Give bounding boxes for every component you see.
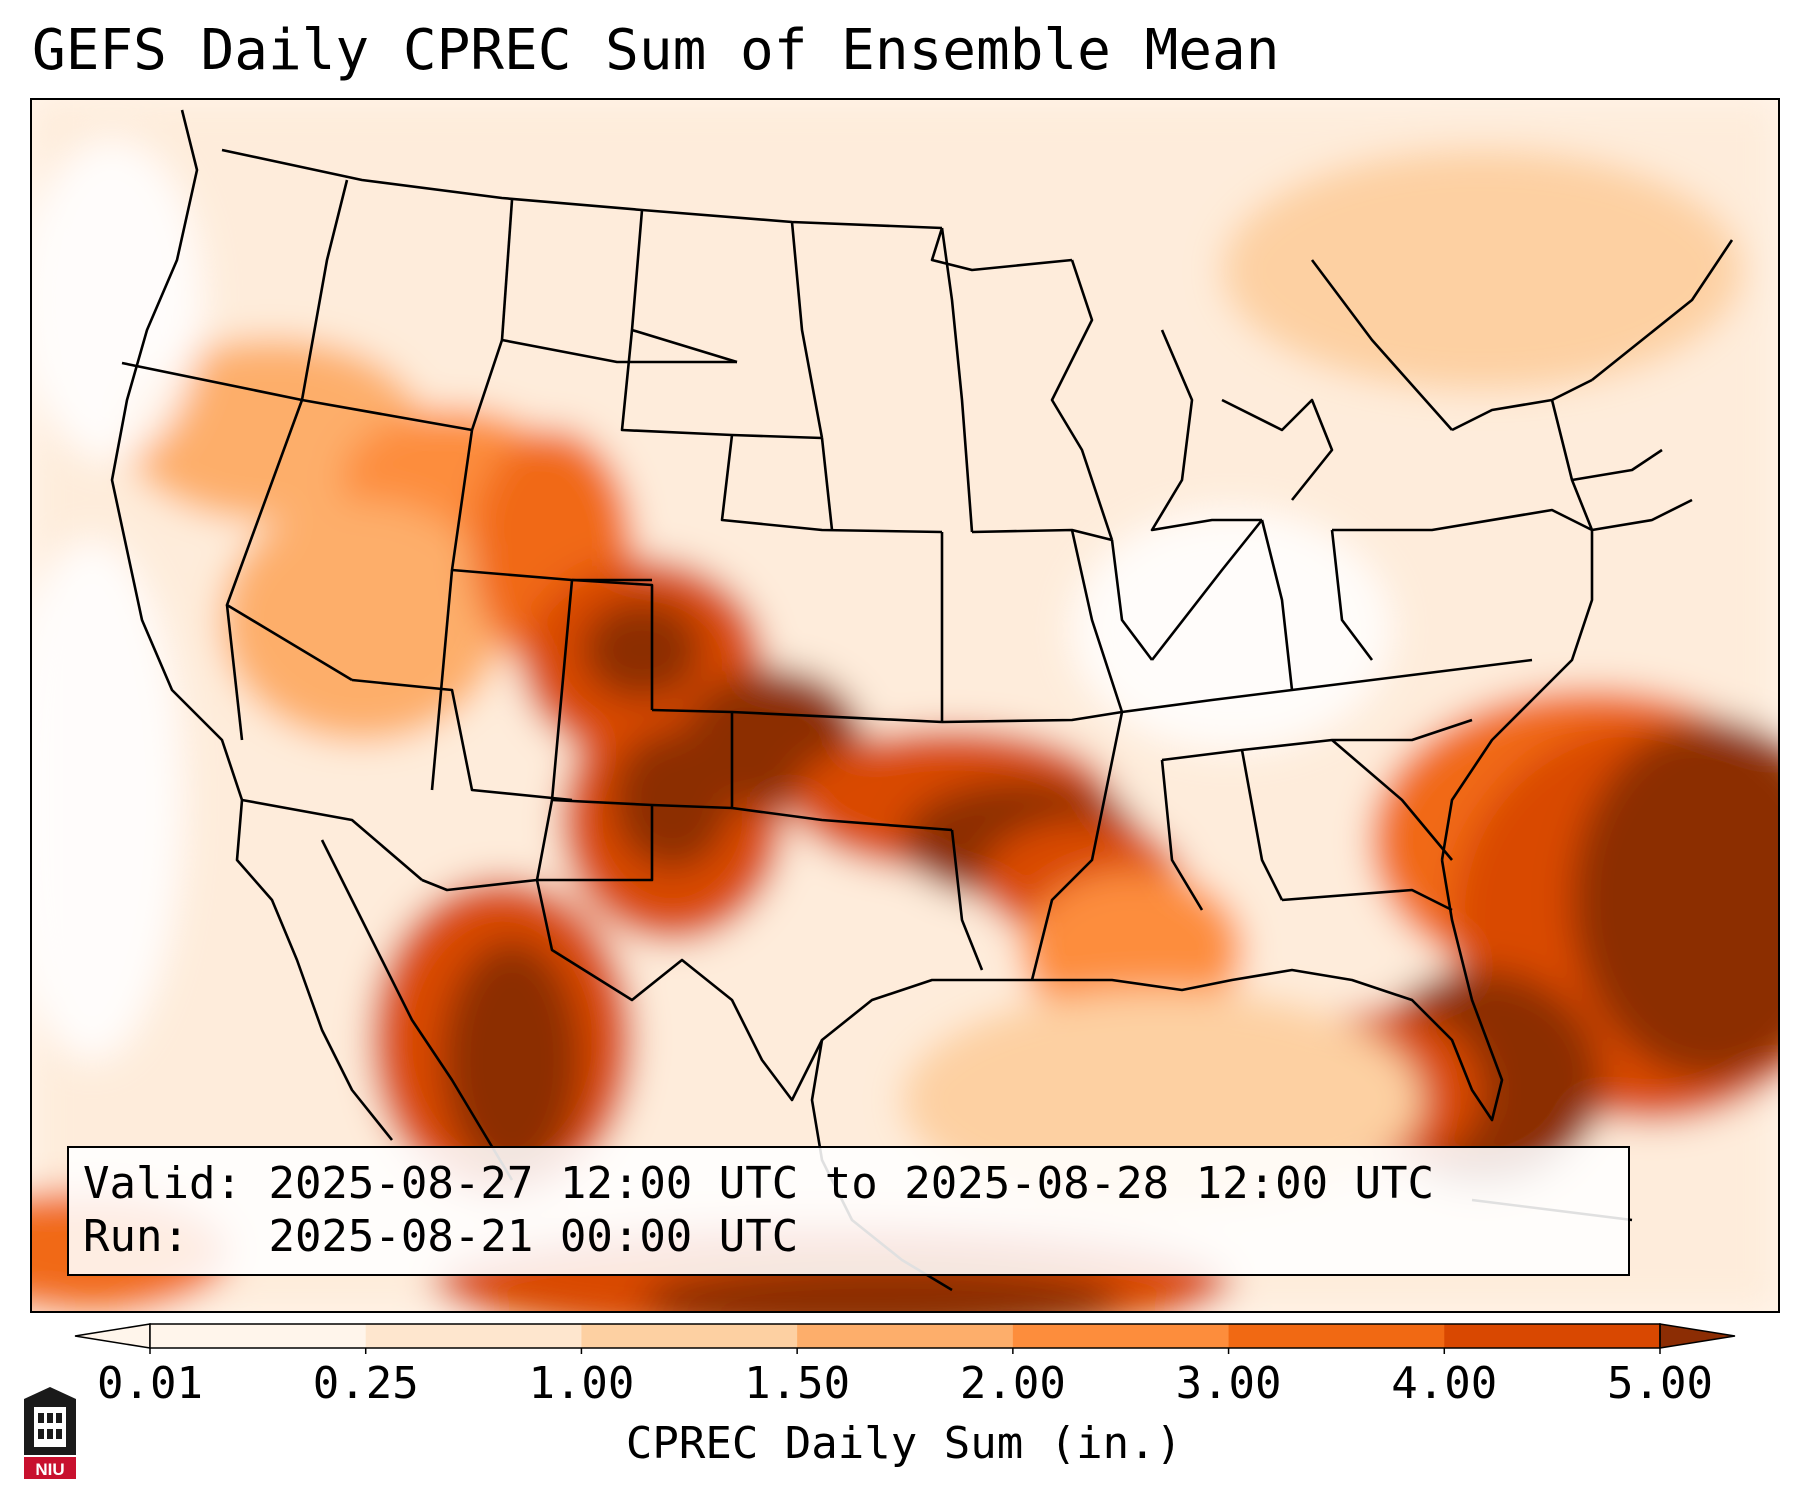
precipitation-map bbox=[32, 100, 1778, 1311]
colorbar-segment bbox=[581, 1324, 798, 1348]
colorbar-segment bbox=[1012, 1324, 1230, 1348]
run-label: Run: bbox=[83, 1211, 189, 1262]
colorbar-segment bbox=[150, 1324, 367, 1348]
colorbar-segment bbox=[797, 1324, 1014, 1348]
run-line: Run: 2025-08-21 00:00 UTC bbox=[83, 1211, 798, 1262]
colorbar-tick-label: 0.25 bbox=[312, 1358, 419, 1409]
valid-line: Valid: 2025-08-27 12:00 UTC to 2025-08-2… bbox=[83, 1158, 1434, 1209]
colorbar-tick-label: 1.00 bbox=[528, 1358, 635, 1409]
state-boundaries bbox=[110, 109, 1734, 1292]
colorbar-label: CPREC Daily Sum (in.) bbox=[625, 1418, 1183, 1469]
colorbar-extend-low bbox=[74, 1323, 151, 1349]
valid-label: Valid: bbox=[83, 1158, 242, 1209]
colorbar-extend-high bbox=[1659, 1323, 1736, 1349]
colorbar bbox=[74, 1323, 1736, 1354]
colorbar-tick-label: 3.00 bbox=[1175, 1358, 1282, 1409]
run-value: 2025-08-21 00:00 UTC bbox=[268, 1211, 799, 1262]
valid-value: 2025-08-27 12:00 UTC to 2025-08-28 12:00… bbox=[268, 1158, 1435, 1209]
colorbar-outline bbox=[149, 1323, 1661, 1349]
colorbar-tick-label: 1.50 bbox=[744, 1358, 851, 1409]
valid-run-info-box: Valid: 2025-08-27 12:00 UTC to 2025-08-2… bbox=[67, 1146, 1630, 1276]
niu-logo-text: NIU bbox=[35, 1460, 64, 1479]
niu-logo: NIU bbox=[24, 1387, 76, 1479]
colorbar-segment bbox=[365, 1324, 582, 1348]
colorbar-segment bbox=[1444, 1324, 1661, 1348]
colorbar-segment bbox=[1228, 1324, 1445, 1348]
map-title: GEFS Daily CPREC Sum of Ensemble Mean bbox=[32, 18, 1280, 83]
colorbar-tick-label: 2.00 bbox=[959, 1358, 1066, 1409]
precip-shading bbox=[32, 100, 1778, 1311]
colorbar-tick-label: 4.00 bbox=[1391, 1358, 1498, 1409]
map-panel bbox=[30, 98, 1780, 1313]
colorbar-tick-label: 5.00 bbox=[1607, 1358, 1713, 1409]
colorbar-tick-label: 0.01 bbox=[97, 1358, 203, 1409]
